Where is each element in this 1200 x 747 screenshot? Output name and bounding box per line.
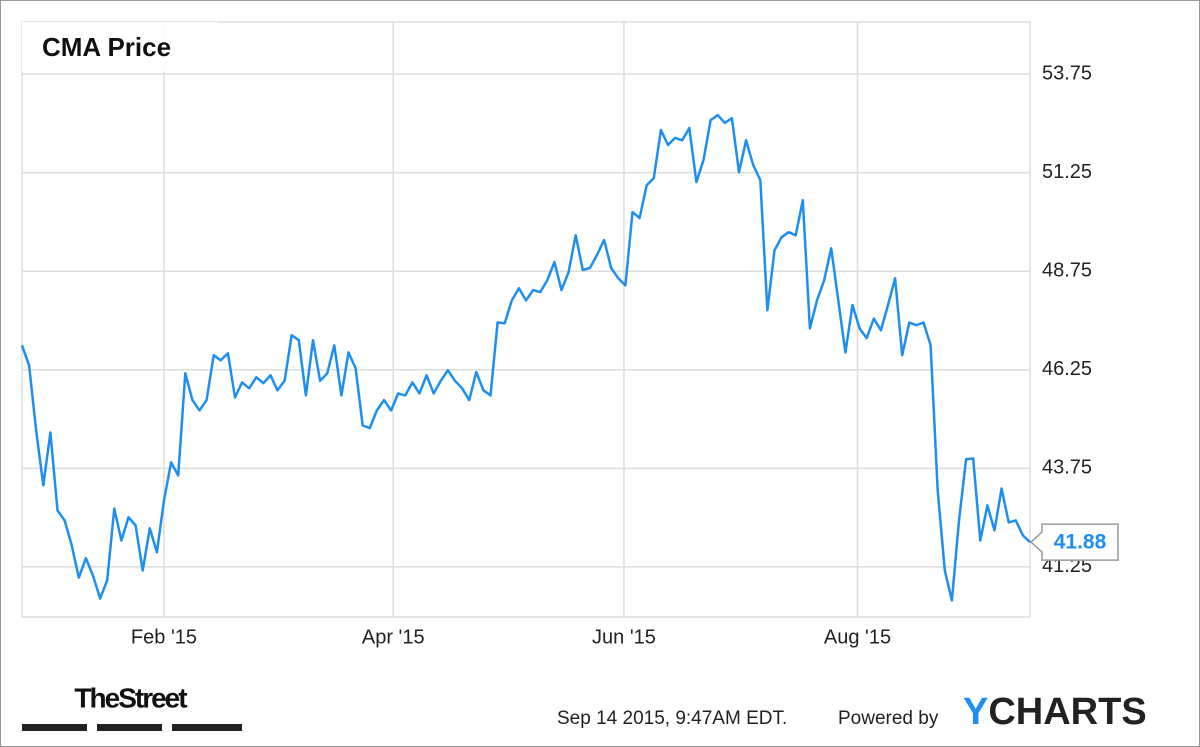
x-tick-label: Feb '15 <box>131 626 197 648</box>
logo-bar <box>22 724 87 731</box>
price-line <box>20 113 1031 602</box>
plot-area <box>21 21 1031 618</box>
y-tick-label: 46.25 <box>1042 358 1092 380</box>
x-tick-label: Jun '15 <box>592 626 656 648</box>
timestamp: Sep 14 2015, 9:47AM EDT. <box>557 708 787 729</box>
y-tick-label: 53.75 <box>1042 62 1092 84</box>
x-tick-label: Aug '15 <box>824 626 891 648</box>
last-value-box <box>1029 523 1119 561</box>
marks <box>20 113 1031 602</box>
brand: YCHARTS <box>963 691 1147 733</box>
powered-by: Powered by <box>838 708 939 729</box>
brand-rest: CHARTS <box>988 691 1146 733</box>
logo-bar <box>97 724 162 731</box>
last-value-label: 41.88 <box>1054 531 1107 554</box>
chart-title: CMA Price <box>42 32 171 62</box>
y-tick-label: 48.75 <box>1042 259 1092 281</box>
logo-bar <box>172 724 242 731</box>
y-tick-label: 43.75 <box>1042 457 1092 479</box>
brand-initial: Y <box>963 691 988 733</box>
title-box <box>22 22 218 72</box>
y-tick-label: 51.25 <box>1042 161 1092 183</box>
publisher: TheStreet <box>74 682 187 713</box>
x-tick-label: Apr '15 <box>362 626 425 648</box>
publisher-logo: TheStreet <box>22 682 242 731</box>
